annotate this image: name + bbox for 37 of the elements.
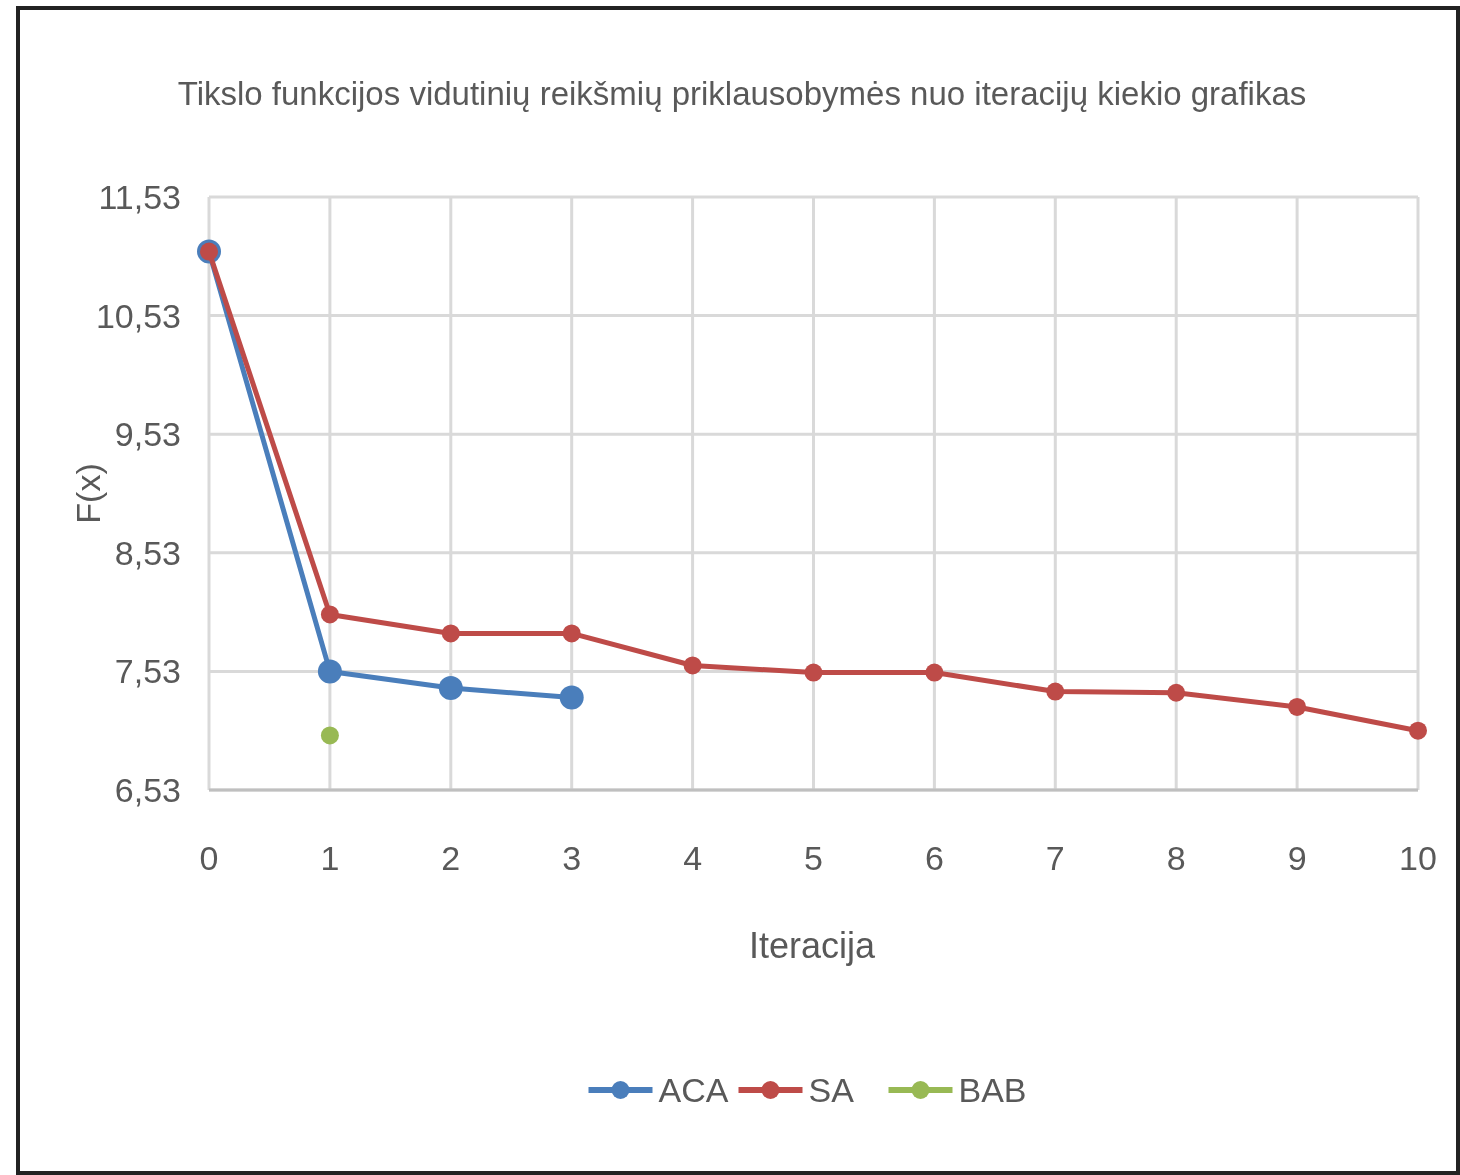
point	[683, 656, 702, 675]
point	[441, 624, 460, 643]
y-tick-label: 7,53	[114, 652, 181, 691]
y-tick-label: 6,53	[114, 770, 181, 809]
legend-label: SA	[808, 1070, 855, 1109]
chart-title: Tikslo funkcijos vidutinių reikšmių priklausobymės nuo iteracijų kiekio grafikas	[177, 75, 1307, 112]
x-axis-title: Iteracija	[748, 925, 876, 966]
x-tick-label: 10	[1399, 839, 1437, 877]
x-tick-label: 6	[924, 839, 944, 877]
x-tick-label: 5	[804, 839, 823, 877]
point	[320, 726, 339, 745]
x-tick-label: 2	[441, 839, 461, 877]
point	[317, 659, 342, 684]
point	[438, 676, 463, 700]
y-tick-label: 11,53	[98, 177, 181, 216]
point	[804, 663, 823, 682]
x-tick-label: 1	[320, 839, 340, 877]
y-tick-label: 8,53	[114, 533, 181, 572]
y-tick-label: 10,53	[95, 296, 181, 335]
y-tick-label: 9,53	[114, 415, 181, 454]
x-tick-label: 4	[683, 839, 703, 877]
legend-label: BAB	[958, 1070, 1027, 1109]
point	[1167, 683, 1186, 702]
legend-label: ACA	[658, 1070, 729, 1109]
point	[562, 624, 581, 643]
x-tick-label: 7	[1045, 839, 1065, 877]
x-tick-label: 8	[1166, 839, 1186, 877]
point	[925, 663, 944, 682]
point	[1288, 697, 1307, 716]
point	[1046, 682, 1065, 701]
x-tick-label: 3	[562, 839, 582, 877]
point	[1409, 721, 1427, 740]
point	[320, 605, 339, 624]
x-tick-label: 9	[1287, 839, 1307, 877]
point	[559, 685, 584, 710]
y-axis-title: F(x)	[69, 463, 107, 524]
x-tick-label: 0	[199, 839, 219, 877]
